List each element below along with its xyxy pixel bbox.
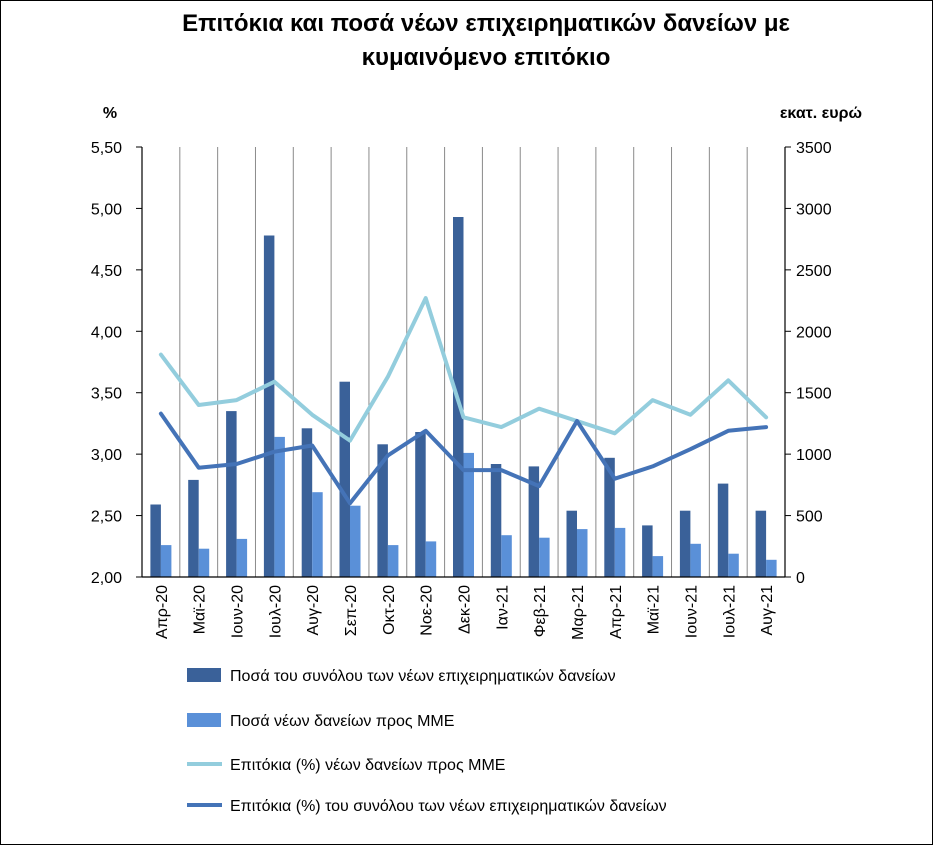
left-tick-label: 5,50	[91, 140, 122, 157]
legend-label: Ποσά του συνόλου των νέων επιχειρηματικώ…	[230, 668, 616, 685]
right-tick-label: 500	[796, 509, 823, 526]
bar	[501, 535, 512, 577]
left-axis-ticks: 2,00 2,50 3,00 3,50 4,00 4,50 5,00 5,50	[91, 140, 122, 587]
right-tick-label: 3000	[796, 201, 832, 218]
left-tick-label: 4,50	[91, 263, 122, 280]
left-tick-label: 2,50	[91, 509, 122, 526]
x-tick-label: Απρ-20	[154, 585, 171, 639]
bar	[377, 444, 388, 577]
bar	[301, 428, 313, 577]
left-tick-label: 5,00	[91, 201, 122, 218]
left-tick-label: 3,50	[91, 386, 122, 403]
legend-label: Επιτόκια (%) του συνόλου των νέων επιχει…	[230, 798, 667, 815]
bar	[614, 527, 626, 577]
right-tick-label: 2500	[796, 263, 832, 280]
bar	[728, 553, 739, 577]
bar	[226, 411, 237, 577]
right-axis-unit: εκατ. ευρώ	[780, 105, 862, 122]
legend-swatch	[187, 668, 221, 682]
right-tick-label: 3500	[796, 140, 832, 157]
x-tick-label: Ιουλ-21	[721, 585, 738, 638]
x-tick-label: Νοε-20	[419, 585, 436, 636]
legend: Ποσά του συνόλου των νέων επιχειρηματικώ…	[187, 668, 667, 815]
bar	[160, 545, 172, 577]
x-tick-label: Ιαν-21	[494, 585, 511, 630]
bar	[717, 483, 729, 577]
lines	[158, 296, 769, 506]
left-tick-label: 2,00	[91, 570, 122, 587]
right-tick-label: 1000	[796, 447, 832, 464]
bar	[679, 510, 691, 577]
x-tick-label: Μαϊ-21	[646, 585, 663, 634]
bar	[566, 510, 577, 577]
bar	[274, 436, 285, 577]
bar	[766, 559, 777, 577]
x-tick-label: Μαρ-21	[570, 585, 587, 640]
bar	[490, 464, 502, 577]
x-tick-label: Φεβ-21	[532, 585, 549, 637]
x-tick-label: Αυγ-21	[759, 585, 776, 636]
bar	[188, 479, 199, 577]
bar	[577, 529, 588, 577]
left-axis-unit: %	[103, 105, 117, 122]
bar	[755, 510, 767, 577]
x-tick-label: Οκτ-20	[381, 585, 398, 635]
bar	[652, 556, 664, 577]
bar	[312, 492, 323, 577]
axes	[136, 146, 791, 578]
x-tick-label: Σεπ-20	[343, 585, 360, 636]
x-tick-label: Ιουν-20	[230, 585, 247, 638]
x-axis-ticks: Απρ-20 Μαϊ-20 Ιουν-20 Ιουλ-20 Αυγ-20 Σεπ-20 Οκ…	[154, 585, 776, 640]
bar	[539, 537, 550, 577]
right-tick-label: 0	[796, 570, 805, 587]
right-tick-label: 1500	[796, 386, 832, 403]
left-tick-label: 3,00	[91, 447, 122, 464]
bar	[642, 525, 653, 577]
bar	[415, 432, 426, 577]
series-line	[158, 411, 769, 506]
bar	[198, 548, 210, 577]
bar	[463, 452, 474, 577]
bar	[150, 504, 161, 577]
bar	[236, 538, 248, 577]
bar	[387, 545, 399, 577]
bar	[604, 457, 615, 577]
bar	[263, 235, 275, 577]
right-tick-label: 2000	[796, 324, 832, 341]
right-axis-ticks: 0 500 1000 1500 2000 2500 3000 3500	[796, 140, 832, 587]
chart-title-line-2: κυμαινόμενο επιτόκιο	[362, 44, 611, 71]
x-tick-label: Δεκ-20	[457, 585, 474, 634]
x-tick-label: Ιουλ-20	[267, 585, 284, 638]
series-line	[158, 296, 769, 443]
bar	[339, 381, 350, 577]
x-tick-label: Μαϊ-20	[192, 585, 209, 634]
bar	[350, 505, 361, 577]
chart-title-line-1: Επιτόκια και ποσά νέων επιχειρηματικών δ…	[182, 10, 790, 37]
left-tick-label: 4,00	[91, 324, 122, 341]
bar	[528, 466, 540, 577]
x-tick-label: Ιουν-21	[683, 585, 700, 638]
bar	[425, 541, 437, 577]
legend-label: Επιτόκια (%) νέων δανείων προς ΜΜΕ	[230, 757, 505, 774]
legend-label: Ποσά νέων δανείων προς ΜΜΕ	[230, 713, 454, 730]
legend-swatch	[187, 713, 221, 727]
x-tick-label: Αυγ-20	[305, 585, 322, 636]
x-tick-label: Απρ-21	[608, 585, 625, 639]
bar	[690, 543, 701, 577]
